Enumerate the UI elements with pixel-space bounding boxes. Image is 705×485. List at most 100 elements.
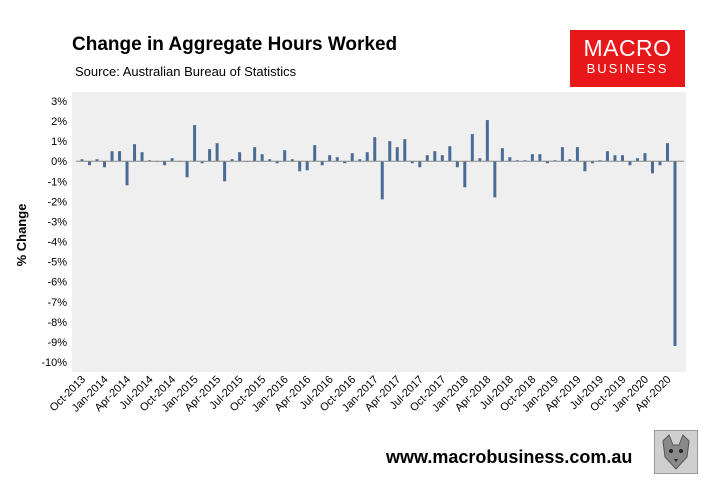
bar — [575, 147, 579, 162]
bar — [508, 157, 512, 162]
bar — [305, 161, 309, 171]
bar — [110, 151, 114, 162]
y-tick-label: -5% — [47, 257, 67, 269]
bar — [673, 161, 677, 346]
bar — [343, 161, 347, 164]
bar — [290, 159, 294, 162]
bar — [605, 151, 609, 162]
bar — [118, 151, 122, 162]
bar — [95, 159, 99, 162]
bar — [358, 159, 362, 162]
bar — [395, 147, 399, 162]
bar — [313, 145, 317, 162]
chart-title: Change in Aggregate Hours Worked — [72, 34, 398, 55]
bar — [148, 160, 152, 162]
bar — [530, 154, 534, 162]
bar — [425, 155, 429, 162]
y-axis: 3% 2% 1% 0% -1% -2% -3% -4% -5% -6% -7% -8% -9% -10% — [41, 96, 67, 369]
bar — [485, 120, 489, 162]
bar — [208, 149, 212, 162]
bar — [215, 143, 219, 162]
logo-line-1: MACRO — [583, 35, 672, 61]
y-tick-label: -9% — [47, 337, 67, 349]
bar — [410, 161, 414, 164]
bar — [665, 143, 669, 162]
bar — [88, 161, 92, 166]
y-tick-label: -7% — [47, 297, 67, 309]
bar — [328, 155, 332, 162]
bar — [448, 146, 452, 162]
plot-area — [72, 92, 686, 372]
bar — [478, 158, 482, 162]
bar — [275, 161, 279, 164]
y-tick-label: -6% — [47, 277, 67, 289]
bar — [523, 160, 527, 162]
bar — [613, 155, 617, 162]
y-axis-label: % Change — [14, 204, 29, 267]
bar — [643, 153, 647, 162]
bar — [238, 152, 242, 162]
y-tick-label: 0% — [51, 156, 67, 168]
y-tick-label: -3% — [47, 216, 67, 228]
bar — [650, 161, 654, 174]
y-tick-label: -8% — [47, 317, 67, 329]
bar — [628, 161, 632, 166]
bar — [193, 125, 197, 162]
bar — [440, 155, 444, 162]
bar — [283, 150, 287, 162]
bar — [125, 161, 129, 186]
y-tick-label: -10% — [41, 357, 67, 369]
bar — [133, 144, 137, 162]
chart-source: Source: Australian Bureau of Statistics — [75, 64, 297, 79]
bar — [163, 161, 167, 166]
bar — [103, 161, 107, 168]
bar — [463, 161, 467, 188]
bar — [365, 152, 369, 162]
bar — [620, 155, 624, 162]
wolf-mascot-icon — [654, 430, 698, 474]
bar — [590, 161, 594, 164]
y-tick-label: -2% — [47, 196, 67, 208]
bar — [260, 154, 264, 162]
bar — [583, 161, 587, 172]
macrobusiness-logo[interactable]: MACRO BUSINESS — [570, 30, 685, 87]
bar — [170, 158, 174, 162]
bar — [568, 159, 572, 162]
bar — [470, 134, 474, 162]
bar — [230, 159, 234, 162]
y-tick-label: -1% — [47, 176, 67, 188]
bars — [80, 120, 677, 346]
bar — [320, 161, 324, 166]
bar — [373, 137, 377, 162]
logo-line-2: BUSINESS — [586, 61, 669, 76]
bar — [433, 151, 437, 162]
bar — [658, 161, 662, 166]
bar — [388, 141, 392, 162]
bar — [545, 161, 549, 164]
x-axis: Oct-2013Jan-2014Apr-2014Jul-2014Oct-2014… — [48, 374, 674, 415]
bar — [80, 159, 84, 162]
bar — [200, 161, 204, 164]
bar — [140, 152, 144, 162]
bar — [268, 159, 272, 162]
bar — [380, 161, 384, 200]
bar — [493, 161, 497, 198]
bar — [403, 139, 407, 162]
bar — [185, 161, 189, 178]
y-tick-label: 1% — [51, 136, 67, 148]
bar — [500, 148, 504, 162]
bar — [335, 157, 339, 162]
bar — [418, 161, 422, 168]
bar — [223, 161, 227, 182]
website-url[interactable]: www.macrobusiness.com.au — [386, 447, 633, 467]
bar — [515, 160, 519, 162]
bar — [560, 147, 564, 162]
bar — [253, 147, 257, 162]
bar — [350, 153, 354, 162]
bar — [635, 158, 639, 162]
y-tick-label: -4% — [47, 237, 67, 249]
y-tick-label: 2% — [51, 116, 67, 128]
bar — [553, 160, 557, 162]
bar — [455, 161, 459, 168]
